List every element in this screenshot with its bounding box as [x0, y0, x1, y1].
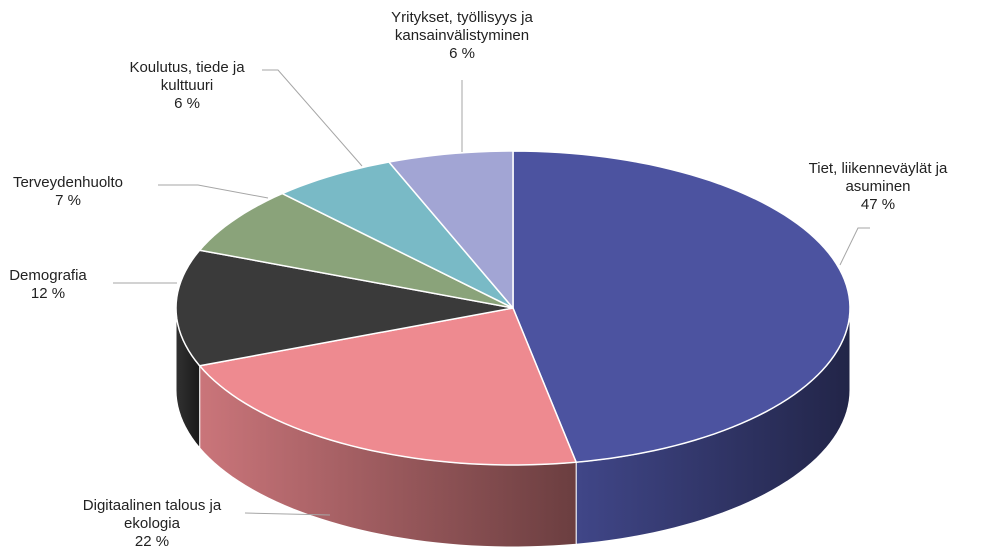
category-label: Yritykset, työllisyys ja kansainvälistym…: [391, 9, 533, 44]
slice: [198, 192, 514, 309]
slice: [175, 249, 514, 367]
slice-label: Demografia 12 %: [3, 267, 93, 303]
value-label: 22 %: [134, 533, 170, 550]
category-label: Tiet, liikenneväylät ja asuminen: [808, 160, 948, 195]
category-label: Koulutus, tiede ja kulttuuri: [129, 59, 245, 94]
category-label: Terveydenhuolto: [12, 174, 124, 191]
category-label: Digitaalinen talous ja ekologia: [82, 497, 222, 532]
leader-line: [839, 227, 870, 266]
category-label: Demografia: [9, 267, 87, 284]
slice: [512, 150, 851, 464]
value-label: 47 %: [860, 196, 896, 213]
slice: [198, 307, 578, 466]
slice-label: Yritykset, työllisyys ja kansainvälistym…: [357, 9, 567, 63]
leader-line: [158, 184, 269, 199]
slice-label: Terveydenhuolto 7 %: [3, 174, 133, 210]
value-label: 6 %: [174, 95, 200, 112]
leader-line: [262, 69, 363, 167]
slice-label: Koulutus, tiede ja kulttuuri 6 %: [117, 59, 257, 113]
slice: [387, 150, 514, 311]
value-label: 7 %: [55, 192, 81, 209]
slice-label: Digitaalinen talous ja ekologia 22 %: [62, 497, 242, 551]
leader-line: [244, 512, 331, 516]
value-label: 6 %: [449, 45, 475, 62]
slice: [280, 161, 514, 309]
value-label: 12 %: [30, 285, 66, 302]
slice-label: Tiet, liikenneväylät ja asuminen 47 %: [803, 160, 953, 214]
